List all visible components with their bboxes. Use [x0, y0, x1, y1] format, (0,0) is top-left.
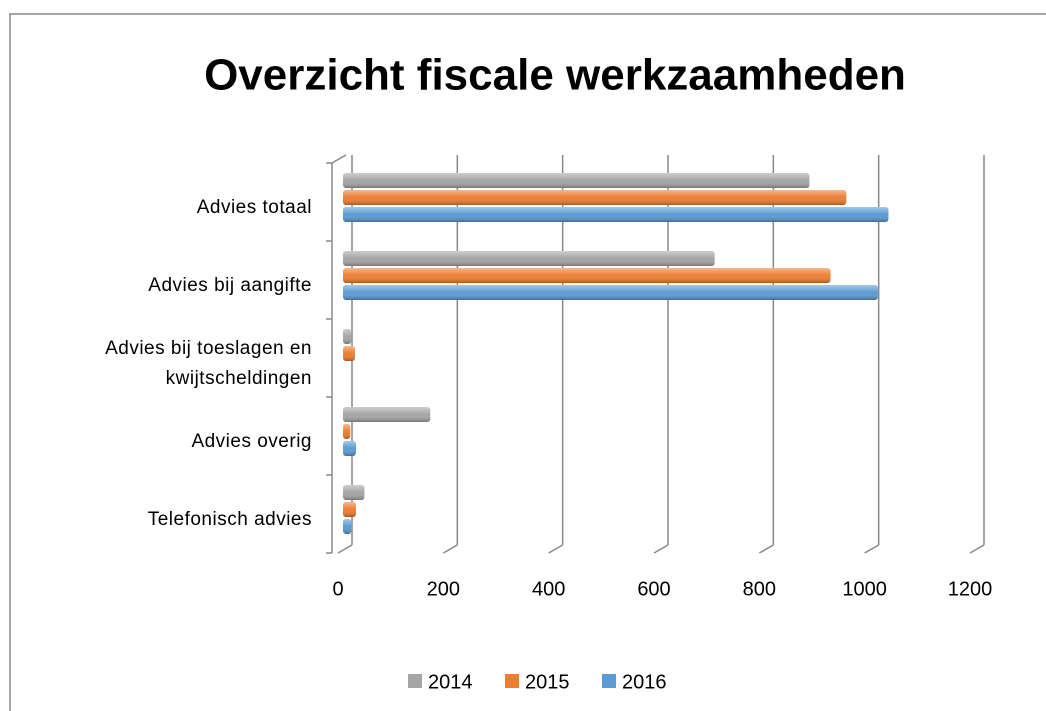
x-tick-label: 400 [532, 578, 565, 600]
grid-floor [864, 544, 880, 554]
bar [343, 329, 352, 344]
bar [343, 502, 357, 517]
y-tick-label: Advies totaal [196, 197, 312, 218]
legend-label: 2015 [525, 671, 570, 693]
bar [343, 173, 810, 188]
bar [343, 251, 715, 266]
bar [343, 285, 878, 300]
legend-swatch [505, 674, 519, 688]
bar [343, 485, 365, 500]
y-tick-label: Advies overig [191, 431, 312, 452]
legend-swatch [602, 674, 616, 688]
y-tick-label: Advies bij aangifte [148, 275, 312, 296]
bar-shade [343, 441, 357, 456]
x-tick-label: 1200 [948, 578, 993, 600]
bar-shade [343, 173, 810, 188]
x-tick-label: 1000 [842, 578, 887, 600]
bar [343, 207, 889, 222]
bar-shade [343, 285, 878, 300]
bar-shade [343, 268, 831, 283]
bar-shade [343, 407, 431, 422]
bar [343, 441, 357, 456]
y-tick-label: Advies bij toeslagen en kwijtscheldingen [105, 338, 312, 389]
bar-shade [343, 346, 355, 361]
bar [343, 190, 847, 205]
grid-floor [969, 544, 985, 554]
bar-shade [343, 424, 351, 439]
bar [343, 346, 355, 361]
bar [343, 519, 352, 534]
legend-swatch [408, 674, 422, 688]
bar-shade [343, 251, 715, 266]
y-axis-depth [331, 154, 347, 164]
bar-shade [343, 329, 352, 344]
grid-floor [442, 544, 458, 554]
bar [343, 424, 351, 439]
grid-floor [337, 544, 353, 554]
bar-shade [343, 502, 357, 517]
legend-label: 2014 [428, 671, 473, 693]
chart-title: Overzicht fiscale werkzaamheden [204, 51, 906, 100]
bar [343, 268, 831, 283]
bar-shade [343, 190, 847, 205]
legend-label: 2016 [622, 671, 667, 693]
bar-shade [343, 207, 889, 222]
grid-floor [653, 544, 669, 554]
x-tick-label: 600 [637, 578, 670, 600]
grid-floor [758, 544, 774, 554]
x-tick-label: 0 [332, 578, 343, 600]
grid-floor [548, 544, 564, 554]
bar-shade [343, 485, 365, 500]
x-tick-label: 200 [427, 578, 460, 600]
bar [343, 407, 431, 422]
chart-frame [9, 13, 1046, 711]
y-tick-label: Telefonisch advies [147, 509, 312, 530]
x-tick-label: 800 [743, 578, 776, 600]
bar-shade [343, 519, 352, 534]
